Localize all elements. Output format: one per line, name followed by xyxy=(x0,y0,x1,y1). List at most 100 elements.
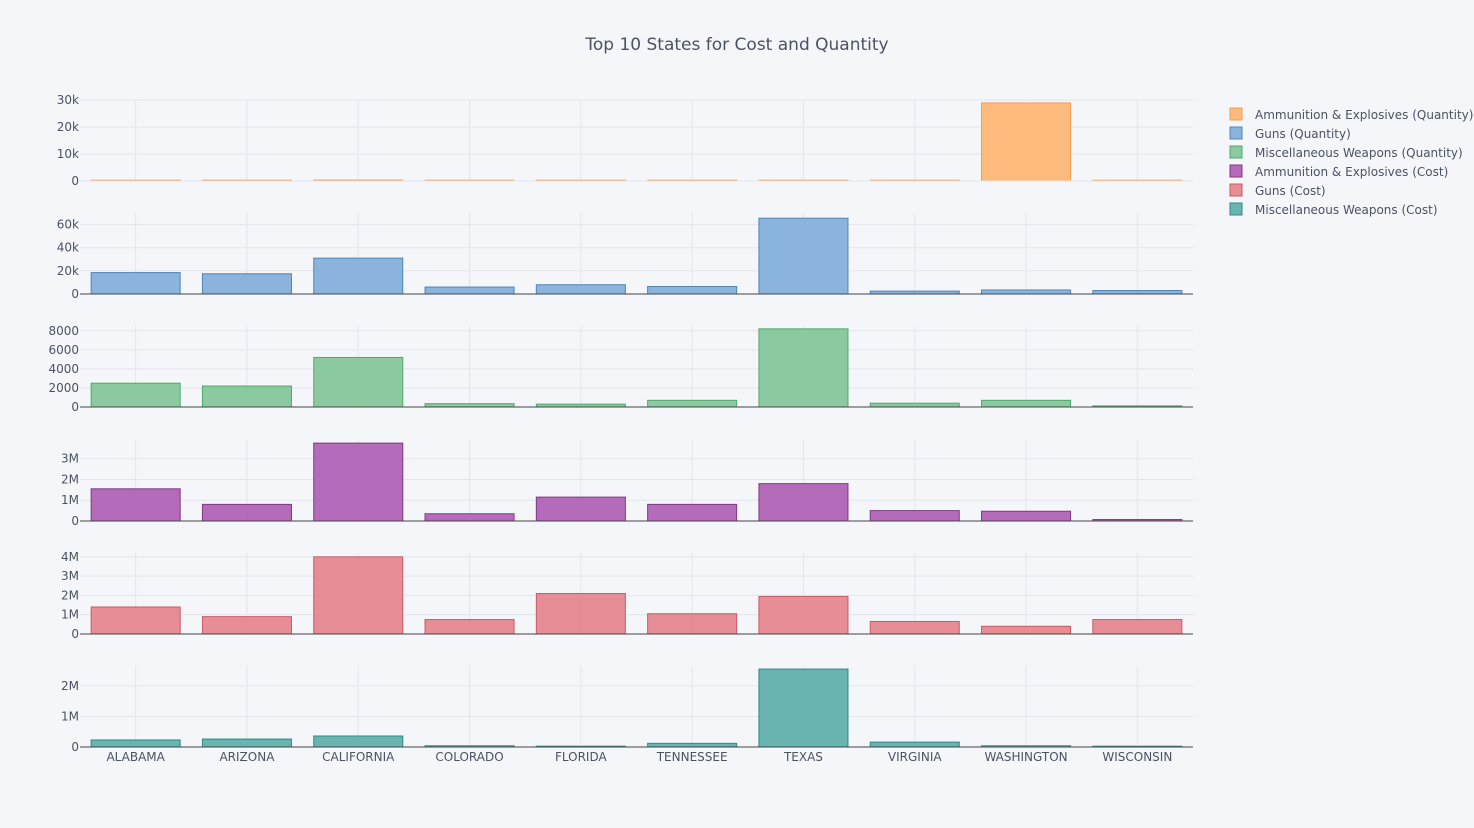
bar-texas[interactable] xyxy=(758,668,849,748)
bar-wisconsin[interactable] xyxy=(1092,619,1183,635)
legend-label: Miscellaneous Weapons (Cost) xyxy=(1255,203,1438,217)
x-tick-label: CALIFORNIA xyxy=(322,750,395,764)
bar-tennessee[interactable] xyxy=(647,742,738,748)
y-tick-label: 0 xyxy=(71,174,79,188)
bar-california[interactable] xyxy=(313,735,404,748)
bar-texas[interactable] xyxy=(758,595,849,635)
bar-colorado[interactable] xyxy=(424,403,515,408)
bar-tennessee[interactable] xyxy=(647,503,738,522)
legend-item[interactable]: Miscellaneous Weapons (Quantity) xyxy=(1229,145,1463,160)
bar-virginia[interactable] xyxy=(869,510,960,522)
panel-1: 0 10k 20k 30k xyxy=(57,93,1193,188)
bar-texas[interactable] xyxy=(758,483,849,522)
bar-tennessee[interactable] xyxy=(647,613,738,635)
bar-wisconsin[interactable] xyxy=(1092,290,1183,295)
bar-washington[interactable] xyxy=(981,102,1072,182)
y-tick-label: 3M xyxy=(61,569,79,583)
bar-virginia[interactable] xyxy=(869,741,960,748)
bar-washington[interactable] xyxy=(981,289,1072,295)
panel-5: 0 1M 2M 3M 4M xyxy=(61,550,1193,641)
bar-colorado[interactable] xyxy=(424,286,515,295)
bar-california[interactable] xyxy=(313,556,404,635)
panel-3: 0 2000 4000 6000 8000 xyxy=(48,324,1193,414)
legend-label: Ammunition & Explosives (Cost) xyxy=(1255,165,1448,179)
legend-label: Ammunition & Explosives (Quantity) xyxy=(1255,108,1473,122)
x-tick-label: TEXAS xyxy=(783,750,823,764)
y-tick-label: 0 xyxy=(71,400,79,414)
bar-alabama[interactable] xyxy=(90,606,181,635)
legend-label: Miscellaneous Weapons (Quantity) xyxy=(1255,146,1463,160)
legend-label: Guns (Cost) xyxy=(1255,184,1326,198)
bar-california[interactable] xyxy=(313,257,404,295)
bar-arizona[interactable] xyxy=(201,385,292,408)
bar-florida[interactable] xyxy=(535,496,626,522)
bar-texas[interactable] xyxy=(758,217,849,295)
y-tick-label: 1M xyxy=(61,709,79,723)
bar-california[interactable] xyxy=(313,356,404,408)
bar-washington[interactable] xyxy=(981,625,1072,635)
bar-alabama[interactable] xyxy=(90,739,181,748)
y-tick-label: 0 xyxy=(71,627,79,641)
x-tick-label: WASHINGTON xyxy=(984,750,1067,764)
legend[interactable]: Ammunition & Explosives (Quantity) Guns (… xyxy=(1229,107,1473,217)
legend-item[interactable]: Guns (Cost) xyxy=(1229,183,1326,198)
x-tick-label: VIRGINIA xyxy=(888,750,942,764)
y-tick-label: 2M xyxy=(61,679,79,693)
bar-virginia[interactable] xyxy=(869,620,960,635)
y-tick-label: 1M xyxy=(61,493,79,507)
bar-alabama[interactable] xyxy=(90,382,181,408)
y-tick-label: 2M xyxy=(61,472,79,486)
bar-arizona[interactable] xyxy=(201,738,292,748)
chart-panels: 0 10k 20k 30k 0 20k 40k 60k 0 2000 4000 6000 8000 0 1M… xyxy=(48,93,1193,754)
y-tick-label: 0 xyxy=(71,740,79,754)
x-tick-label: ARIZONA xyxy=(219,750,275,764)
y-tick-label: 60k xyxy=(57,218,79,232)
bar-california[interactable] xyxy=(313,442,404,522)
bar-tennessee[interactable] xyxy=(647,285,738,295)
legend-swatch xyxy=(1229,202,1243,216)
x-tick-label: FLORIDA xyxy=(555,750,608,764)
bar-alabama[interactable] xyxy=(90,488,181,522)
legend-swatch xyxy=(1229,183,1243,197)
legend-swatch xyxy=(1229,164,1243,178)
legend-item[interactable]: Guns (Quantity) xyxy=(1229,126,1351,141)
y-tick-label: 40k xyxy=(57,241,79,255)
bar-washington[interactable] xyxy=(981,510,1072,522)
bar-arizona[interactable] xyxy=(201,273,292,295)
y-tick-label: 4M xyxy=(61,550,79,564)
legend-swatch xyxy=(1229,145,1243,159)
x-tick-label: TENNESSEE xyxy=(656,750,728,764)
bar-arizona[interactable] xyxy=(201,616,292,635)
y-tick-label: 30k xyxy=(57,93,79,107)
bar-florida[interactable] xyxy=(535,593,626,635)
bar-alabama[interactable] xyxy=(90,272,181,295)
y-tick-label: 2M xyxy=(61,588,79,602)
bar-tennessee[interactable] xyxy=(647,399,738,408)
panel-6: 0 1M 2M xyxy=(61,666,1193,754)
y-tick-label: 20k xyxy=(57,264,79,278)
legend-swatch xyxy=(1229,126,1243,140)
legend-item[interactable]: Miscellaneous Weapons (Cost) xyxy=(1229,202,1438,217)
bar-colorado[interactable] xyxy=(424,513,515,522)
x-axis: ALABAMA ARIZONA CALIFORNIA COLORADO FLORIDA T… xyxy=(106,750,1172,764)
x-tick-label: ALABAMA xyxy=(106,750,165,764)
y-tick-label: 0 xyxy=(71,287,79,301)
legend-item[interactable]: Ammunition & Explosives (Quantity) xyxy=(1229,107,1473,122)
x-tick-label: COLORADO xyxy=(435,750,503,764)
legend-item[interactable]: Ammunition & Explosives (Cost) xyxy=(1229,164,1448,179)
panel-4: 0 1M 2M 3M xyxy=(61,440,1193,528)
legend-label: Guns (Quantity) xyxy=(1255,127,1351,141)
y-tick-label: 1M xyxy=(61,608,79,622)
bar-washington[interactable] xyxy=(981,399,1072,408)
y-tick-label: 8000 xyxy=(48,324,79,338)
chart-title: Top 10 States for Cost and Quantity xyxy=(584,35,888,55)
y-tick-label: 20k xyxy=(57,120,79,134)
bar-florida[interactable] xyxy=(535,284,626,295)
y-tick-label: 10k xyxy=(57,147,79,161)
bar-arizona[interactable] xyxy=(201,503,292,522)
bar-colorado[interactable] xyxy=(424,619,515,635)
panel-2: 0 20k 40k 60k xyxy=(57,213,1193,301)
bar-texas[interactable] xyxy=(758,328,849,408)
bar-virginia[interactable] xyxy=(869,402,960,408)
y-tick-label: 2000 xyxy=(48,381,79,395)
